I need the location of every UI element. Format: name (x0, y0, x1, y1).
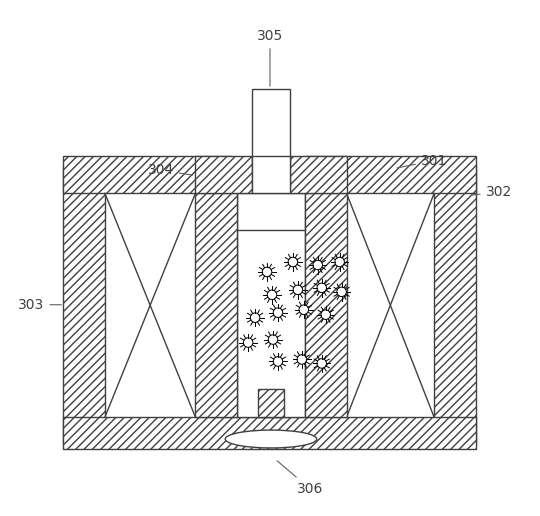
Circle shape (299, 305, 308, 314)
Text: 301: 301 (397, 154, 447, 168)
Circle shape (273, 308, 283, 317)
Circle shape (244, 338, 253, 347)
Bar (305, 194, 347, 417)
Text: 304: 304 (147, 164, 193, 178)
Bar (305, 155, 476, 194)
Bar (290, 155, 347, 194)
Circle shape (268, 335, 278, 344)
Circle shape (288, 257, 298, 267)
Circle shape (273, 357, 283, 366)
Circle shape (267, 290, 277, 300)
Text: 305: 305 (257, 29, 283, 86)
Bar (434, 166, 476, 444)
Bar (63, 166, 105, 444)
Circle shape (317, 359, 327, 368)
Circle shape (337, 287, 346, 297)
Circle shape (297, 354, 307, 364)
Text: 302: 302 (471, 185, 512, 199)
Bar (252, 89, 290, 160)
Bar (252, 155, 290, 194)
Circle shape (262, 267, 272, 277)
Circle shape (251, 313, 260, 322)
Bar (258, 389, 284, 417)
Circle shape (317, 283, 327, 293)
Bar (237, 194, 305, 417)
Circle shape (293, 285, 302, 295)
Circle shape (321, 310, 330, 319)
Bar (195, 194, 237, 417)
Text: 303: 303 (18, 298, 62, 312)
Ellipse shape (225, 430, 317, 448)
Bar (63, 155, 232, 194)
Circle shape (335, 257, 345, 267)
Text: 306: 306 (277, 461, 323, 496)
Circle shape (313, 260, 322, 270)
Bar (63, 417, 476, 449)
Bar (195, 155, 252, 194)
